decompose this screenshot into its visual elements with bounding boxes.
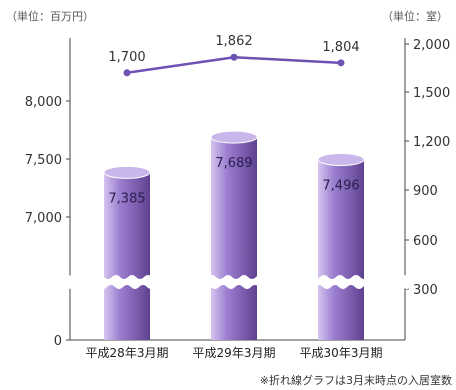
right-tick-label: 900: [413, 184, 438, 199]
left-tick-label: 0: [54, 334, 62, 349]
bar-top: [103, 165, 151, 179]
right-tick-label: 2,000: [413, 38, 450, 53]
footnote: ※折れ線グラフは3月末時点の入居室数: [260, 373, 452, 387]
bar: [104, 172, 150, 340]
line-point: [337, 59, 345, 67]
right-tick-label: 600: [413, 234, 438, 249]
left-tick-label: 7,500: [25, 153, 62, 168]
bar-top: [210, 130, 258, 144]
line-value-label: 1,700: [108, 50, 145, 65]
category-label: 平成29年3月期: [193, 346, 276, 360]
right-tick-label: 1,500: [413, 86, 450, 101]
bar-value-label: 7,689: [215, 156, 252, 171]
line-value-label: 1,862: [215, 34, 252, 49]
category-label: 平成30年3月期: [300, 346, 383, 360]
right-tick-label: 300: [413, 283, 438, 298]
left-axis-unit: （単位：百万円）: [6, 9, 94, 23]
line-point: [230, 53, 238, 61]
left-tick-label: 8,000: [25, 95, 62, 110]
right-tick-label: 1,200: [413, 135, 450, 150]
bar-value-label: 7,385: [108, 191, 145, 206]
bar-top: [317, 152, 365, 166]
category-label: 平成28年3月期: [86, 346, 169, 360]
plot-area: 0 7,000 7,500 8,000 300 600 900 1,200 1,500 2,000…: [25, 34, 450, 360]
bar-value-label: 7,496: [322, 178, 359, 193]
bar: [211, 137, 257, 340]
right-axis-unit: （単位：室）: [382, 9, 448, 23]
line-point: [123, 69, 131, 77]
line-value-label: 1,804: [322, 40, 359, 55]
left-tick-label: 7,000: [25, 211, 62, 226]
axis-break: [59, 275, 416, 289]
bar: [318, 159, 364, 340]
